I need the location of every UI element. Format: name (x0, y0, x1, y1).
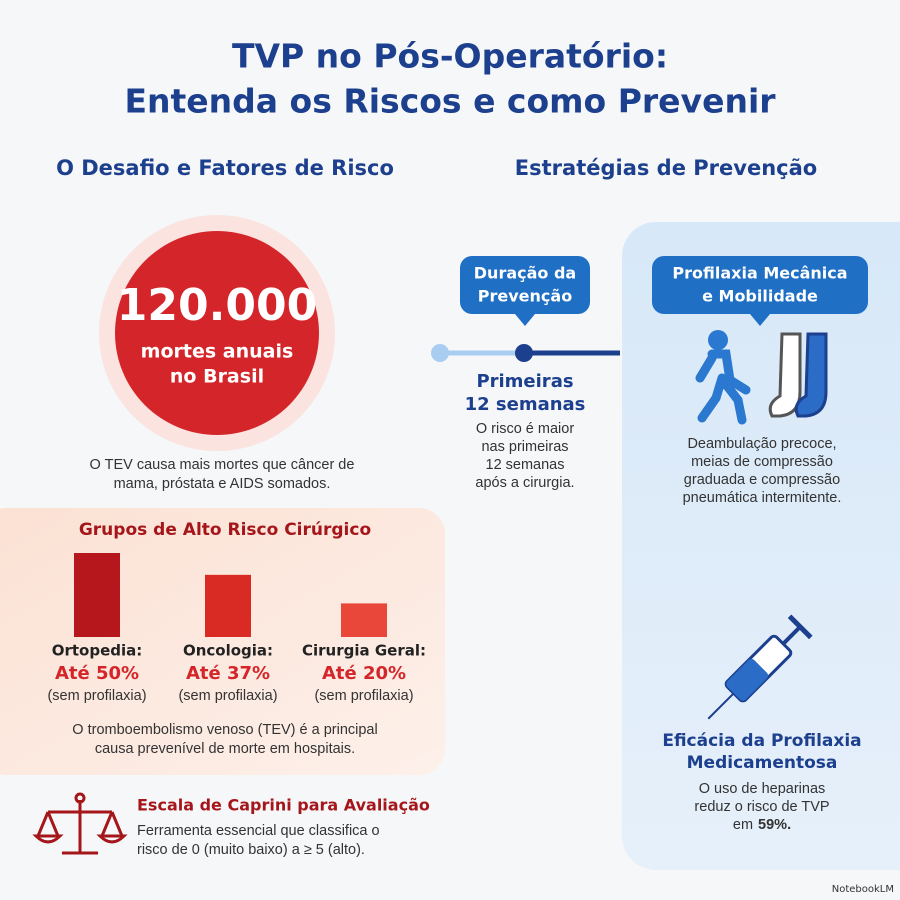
footer: causa prevenível de morte em hospitais. (95, 741, 355, 757)
caprini-title: Escala de Caprini para Avaliação (137, 796, 430, 815)
mechanical-text: meias de compressão (691, 454, 833, 470)
title: Entenda os Riscos e como Prevenir (124, 82, 776, 121)
timeline-dot (431, 344, 449, 362)
note: mama, próstata e AIDS somados. (114, 476, 331, 492)
group-value: Até 37% (186, 663, 270, 684)
caprini-text: Ferramenta essencial que classifica o (137, 823, 380, 839)
title: TVP no Pós-Operatório: (232, 37, 668, 76)
section-heading: O Desafio e Fatores de Risco (56, 156, 394, 180)
scale-icon (32, 792, 128, 855)
prevention-panel (622, 222, 900, 870)
group-value: Até 20% (322, 663, 406, 684)
badge-text: e Mobilidade (702, 287, 818, 306)
group-name: Oncologia: (183, 642, 273, 660)
walking-icon (695, 330, 751, 425)
timeline-dot (515, 344, 533, 362)
mechanical-text: graduada e compressão (684, 472, 840, 488)
stat-number: 120.000 (117, 280, 317, 331)
group-note: (sem profilaxia) (178, 688, 277, 704)
mechanical-text: Deambulação precoce, (687, 436, 836, 452)
badge-text: Duração da (474, 264, 576, 283)
group-name: Ortopedia: (52, 642, 143, 660)
stat-circle (115, 231, 319, 435)
duration-title: Primeiras (476, 371, 573, 392)
pharma-text: O uso de heparinas (699, 781, 826, 797)
group-value: Até 50% (55, 663, 139, 684)
badge-text: Profilaxia Mecânica (672, 264, 847, 283)
badge (460, 256, 590, 314)
bar (205, 574, 251, 637)
pharma-highlight: 59%. (758, 817, 791, 833)
duration-title: 12 semanas (465, 394, 586, 415)
pharma-text: em 59%. (733, 817, 791, 833)
pharma-text: em (733, 817, 753, 833)
badge-text: Prevenção (478, 287, 572, 306)
badge (652, 256, 868, 314)
group-name: Cirurgia Geral: (302, 642, 426, 660)
duration-text: 12 semanas (486, 457, 565, 473)
brand: NotebookLM (832, 884, 894, 895)
stat-label: no Brasil (170, 366, 264, 388)
bar (341, 603, 387, 637)
pharma-title: Eficácia da Profilaxia (662, 731, 861, 751)
syringe-icon (707, 614, 813, 720)
stat-label: mortes anuais (141, 341, 294, 363)
group-note: (sem profilaxia) (314, 688, 413, 704)
mechanical-text: pneumática intermitente. (683, 490, 842, 506)
pharma-text: reduz o risco de TVP (694, 799, 829, 815)
duration-text: após a cirurgia. (475, 475, 574, 491)
duration-text: nas primeiras (481, 439, 568, 455)
note: O TEV causa mais mortes que câncer de (90, 457, 355, 473)
badge-pointer (750, 314, 770, 326)
socks-icon (768, 332, 828, 418)
pharma-title: Medicamentosa (687, 753, 838, 773)
bar (74, 553, 120, 637)
duration-text: O risco é maior (476, 421, 574, 437)
panel-title: Grupos de Alto Risco Cirúrgico (79, 520, 371, 540)
footer: O tromboembolismo venoso (TEV) é a princ… (72, 722, 377, 738)
section-heading: Estratégias de Prevenção (515, 156, 817, 180)
group-note: (sem profilaxia) (47, 688, 146, 704)
badge-pointer (515, 314, 535, 326)
caprini-text: risco de 0 (muito baixo) a ≥ 5 (alto). (137, 842, 365, 858)
